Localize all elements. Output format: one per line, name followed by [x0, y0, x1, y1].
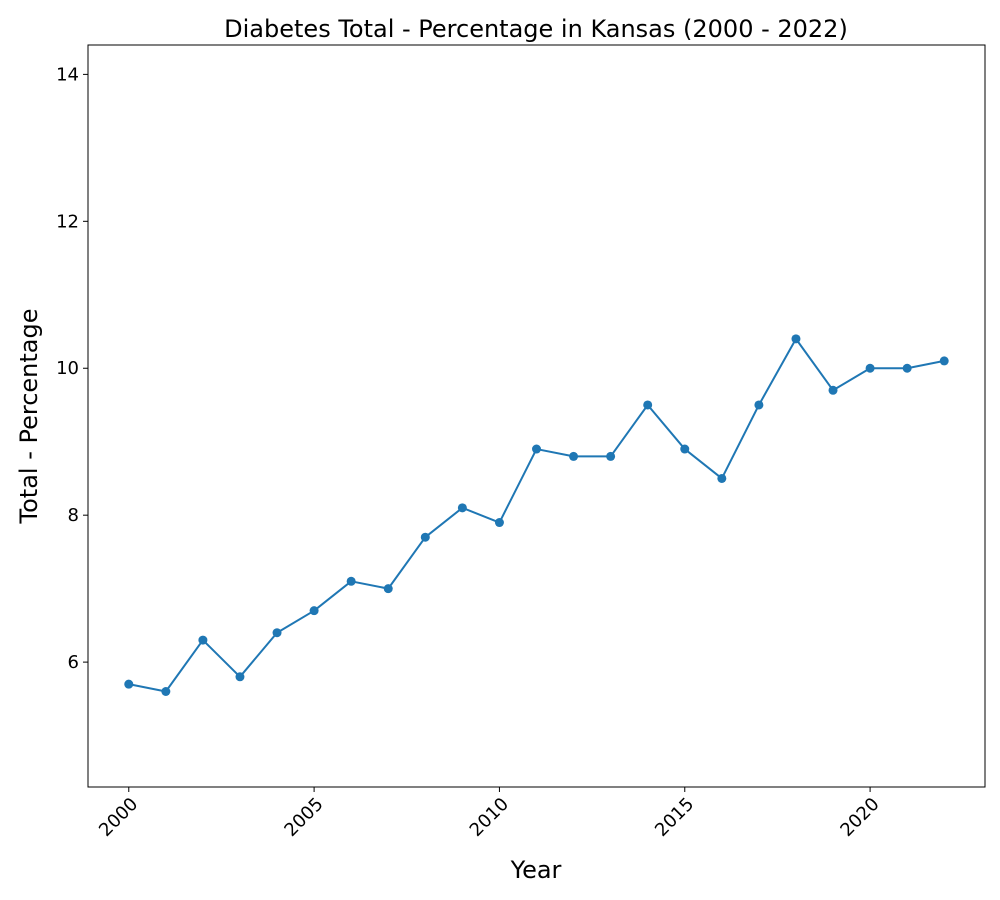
data-point: [532, 444, 541, 454]
data-point: [198, 635, 208, 645]
x-axis-label: Year: [510, 856, 562, 884]
data-point: [124, 679, 134, 689]
data-point: [717, 473, 727, 483]
data-point: [865, 363, 875, 373]
data-point: [309, 606, 319, 616]
data-point: [569, 451, 579, 461]
plot-frame: [87, 44, 986, 788]
data-point: [754, 400, 764, 410]
y-tick-label: 14: [56, 64, 79, 85]
data-point: [420, 532, 430, 542]
data-point: [828, 385, 838, 395]
data-point: [161, 686, 171, 696]
chart-title: Diabetes Total - Percentage in Kansas (2…: [224, 15, 848, 43]
y-tick-label: 8: [68, 505, 79, 526]
data-point: [791, 334, 801, 344]
data-point: [457, 503, 467, 513]
data-point: [902, 363, 912, 373]
data-point: [494, 518, 504, 528]
y-tick-label: 12: [56, 211, 79, 232]
data-point: [383, 584, 393, 594]
data-point: [680, 444, 690, 454]
data-point: [272, 628, 282, 638]
y-tick-label: 10: [56, 358, 79, 379]
y-tick-label: 6: [68, 652, 79, 673]
data-point: [346, 576, 356, 586]
data-point: [939, 356, 949, 366]
data-point: [235, 672, 245, 682]
data-point: [606, 451, 616, 461]
y-axis-label: Total - Percentage: [15, 309, 43, 525]
data-point: [643, 400, 653, 410]
